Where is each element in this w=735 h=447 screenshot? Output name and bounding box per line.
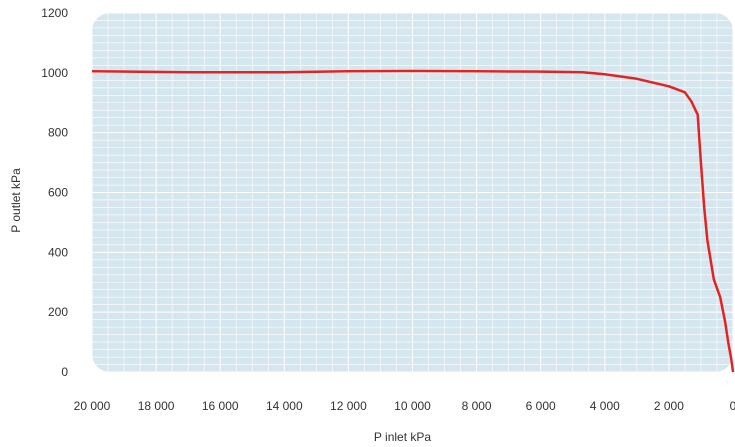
- x-tick-label: 8 000: [462, 399, 492, 413]
- y-tick-label: 200: [48, 305, 68, 319]
- x-tick-label: 16 000: [202, 399, 239, 413]
- y-tick-label: 400: [48, 245, 68, 259]
- y-tick-label: 0: [61, 365, 68, 379]
- x-tick-label: 10 000: [394, 399, 431, 413]
- y-tick-label: 600: [48, 186, 68, 200]
- x-tick-label: 14 000: [266, 399, 303, 413]
- y-axis-label: P outlet kPa: [9, 168, 23, 233]
- x-tick-label: 0: [730, 399, 735, 413]
- x-tick-label: 6 000: [526, 399, 556, 413]
- x-tick-labels: 20 000 18 000 16 000 14 000 12 000 10 000 8 00…: [74, 399, 735, 413]
- y-tick-label: 1000: [41, 66, 68, 80]
- x-tick-label: 2 000: [654, 399, 684, 413]
- x-tick-label: 20 000: [74, 399, 111, 413]
- x-tick-label: 18 000: [138, 399, 175, 413]
- y-tick-label: 1200: [41, 6, 68, 20]
- x-axis-label: P inlet kPa: [374, 430, 431, 444]
- y-tick-label: 800: [48, 126, 68, 140]
- x-tick-label: 12 000: [330, 399, 367, 413]
- series-line: [91, 69, 735, 373]
- x-tick-label: 4 000: [590, 399, 620, 413]
- y-tick-labels: 0 200 400 600 800 1000 1200: [41, 6, 68, 379]
- grid-lines: [91, 12, 734, 373]
